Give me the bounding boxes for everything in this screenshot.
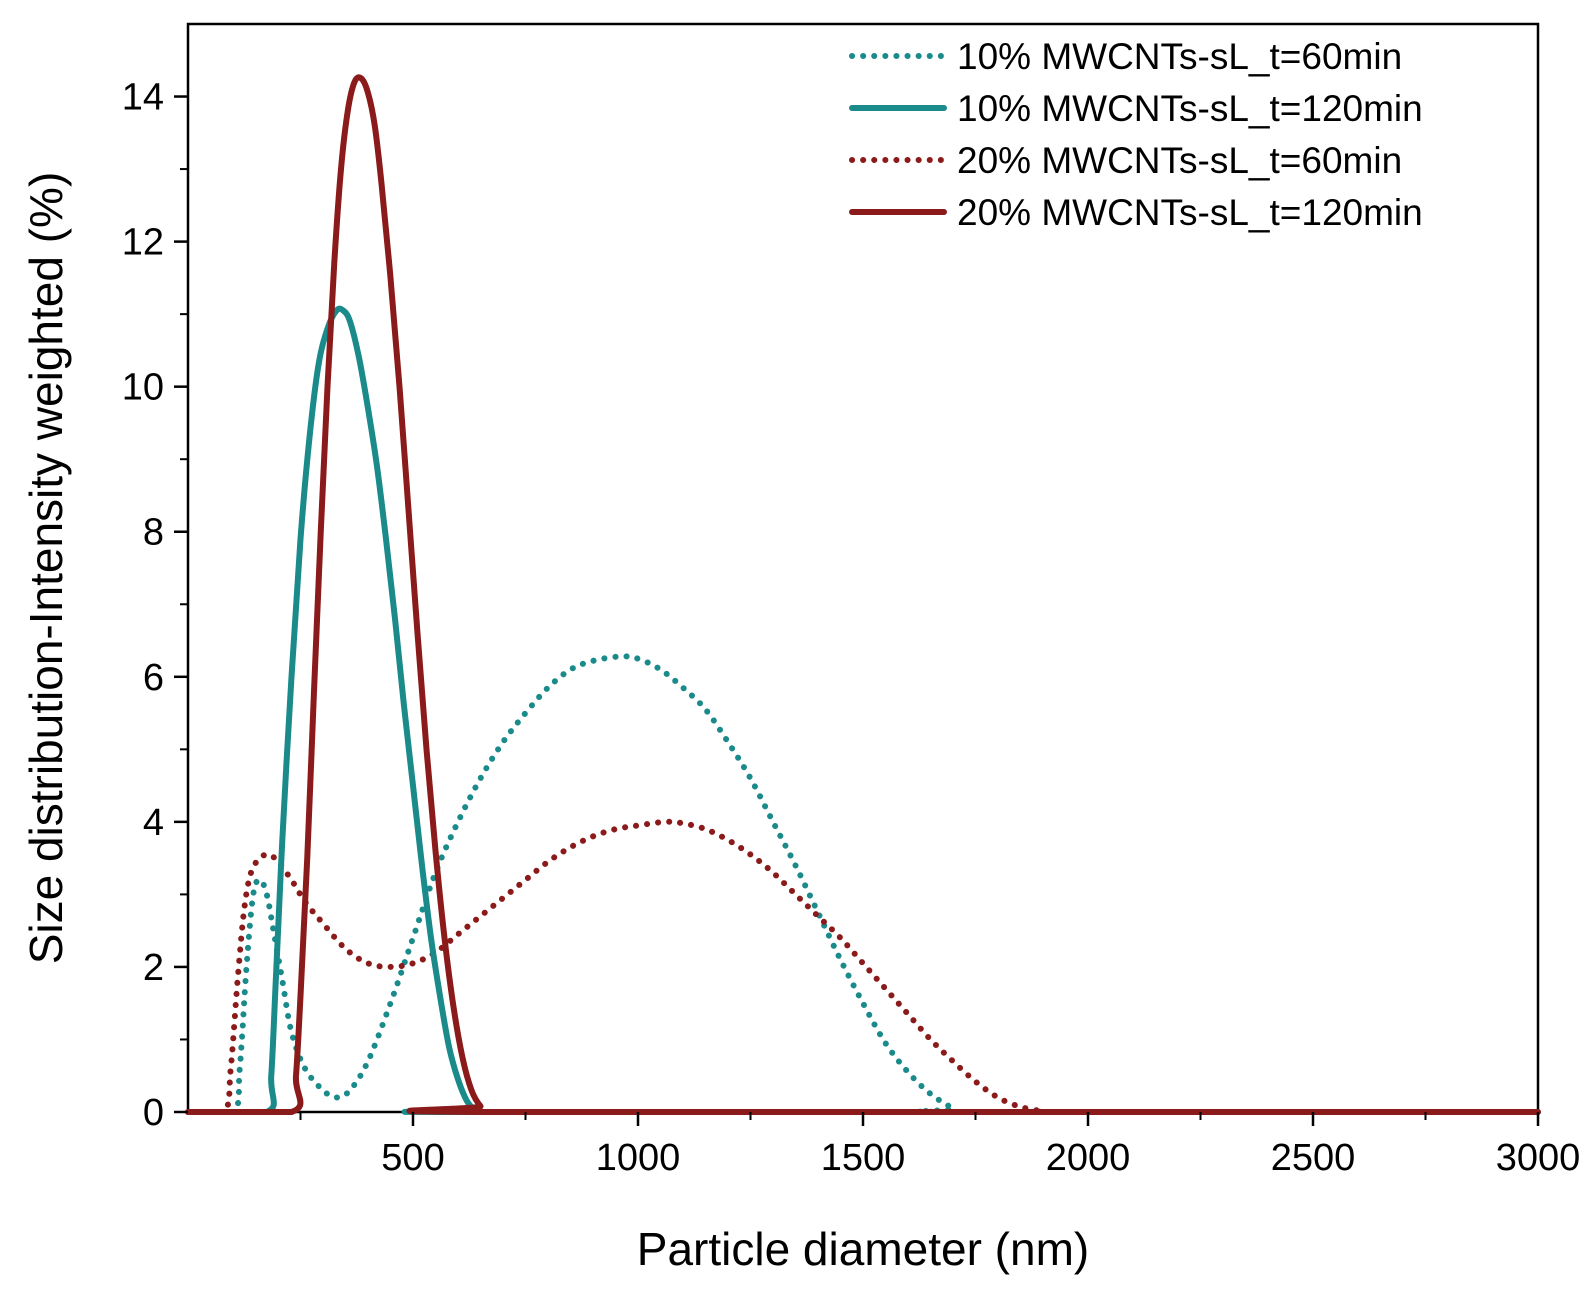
x-tick-label: 1500 (821, 1137, 906, 1179)
legend: 10% MWCNTs-sL_t=60min 10% MWCNTs-sL_t=120… (849, 36, 1423, 233)
legend-label-4: 20% MWCNTs-sL_t=120min (957, 192, 1423, 233)
y-tick-label: 6 (143, 657, 164, 699)
series-line-1 (185, 653, 1541, 1116)
series-line-4 (185, 74, 1541, 1116)
axes-layer: 500 1000 1500 2000 2500 3000 0 2 4 6 8 10 12 14 (122, 77, 1581, 1179)
legend-label-1: 10% MWCNTs-sL_t=60min (957, 36, 1402, 77)
x-tick-label: 2000 (1046, 1137, 1131, 1179)
y-axis-title: Size distribution-Intensity weighted (%) (20, 172, 72, 965)
x-tick-label: 2500 (1271, 1137, 1356, 1179)
y-tick-label: 12 (122, 222, 164, 264)
x-tick-label: 500 (381, 1137, 444, 1179)
y-tick-label: 14 (122, 77, 164, 119)
y-tick-label: 8 (143, 512, 164, 554)
series-layer (185, 74, 1541, 1116)
y-tick-label: 4 (143, 802, 164, 844)
legend-label-3: 20% MWCNTs-sL_t=60min (957, 140, 1402, 181)
x-tick-label: 1000 (596, 1137, 681, 1179)
y-tick-label: 10 (122, 367, 164, 409)
series-line-3 (185, 818, 1541, 1116)
x-axis-title: Particle diameter (nm) (637, 1223, 1089, 1275)
y-tick-label: 2 (143, 947, 164, 989)
series-line-2 (185, 305, 1541, 1116)
x-tick-label: 3000 (1496, 1137, 1581, 1179)
y-tick-label: 0 (143, 1092, 164, 1134)
legend-label-2: 10% MWCNTs-sL_t=120min (957, 88, 1423, 129)
